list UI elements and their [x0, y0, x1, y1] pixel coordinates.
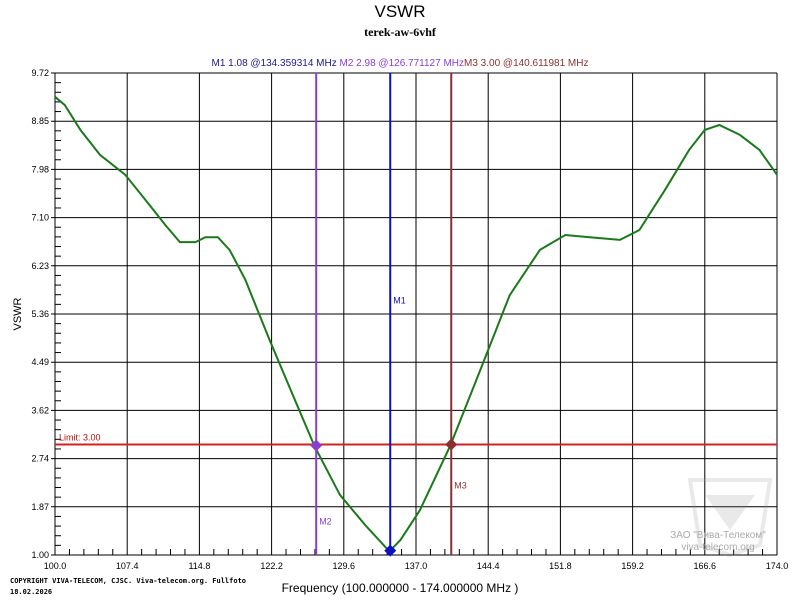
y-tick-label: 9.72	[31, 68, 49, 78]
y-tick-label: 4.49	[31, 357, 49, 367]
y-tick-label: 8.85	[31, 116, 49, 126]
y-axis-label: VSWR	[12, 297, 24, 330]
limit-line-group: Limit: 3.00	[55, 432, 777, 446]
copyright: COPYRIGHT VIVA-TELECOM, CJSC. Viva-telec…	[10, 577, 246, 585]
chart-subtitle: terek-aw-6vhf	[364, 25, 437, 39]
marker-readout-m3: M3 3.00 @140.611981 MHz	[464, 58, 588, 69]
marker-readout: M1 1.08 @134.359314 MHz M2 2.98 @126.771…	[212, 58, 589, 69]
y-tick-label: 5.36	[31, 309, 49, 319]
x-tick-label: 159.2	[621, 561, 644, 571]
limit-label: Limit: 3.00	[59, 432, 101, 442]
x-tick-label: 137.0	[405, 561, 428, 571]
x-axis-label: Frequency (100.000000 - 174.000000 MHz )	[282, 581, 519, 595]
marker-label-m2: M2	[319, 517, 332, 527]
x-tick-label: 129.6	[333, 561, 356, 571]
y-tick-label: 3.62	[31, 405, 49, 415]
x-tick-label: 114.8	[188, 561, 210, 571]
marker-label-m1: M1	[393, 295, 406, 305]
x-tick-label: 174.0	[766, 561, 789, 571]
y-tick-label: 7.10	[31, 213, 49, 223]
y-tick-label: 1.00	[31, 550, 49, 560]
x-tick-label: 122.2	[260, 561, 283, 571]
marker-point-m1	[384, 544, 397, 557]
marker-point-m3	[445, 438, 458, 451]
grid	[51, 72, 778, 556]
marker-readout-m2: M2 2.98 @126.771127 MHz	[337, 58, 464, 69]
y-tick-label: 1.87	[31, 502, 49, 512]
y-tick-label: 6.23	[31, 261, 49, 271]
markers: M1 M2 M3	[310, 73, 467, 557]
marker-readout-m1: M1 1.08 @134.359314 MHz	[212, 58, 337, 69]
marker-point-m2	[310, 439, 323, 452]
x-tick-label: 151.8	[549, 561, 572, 571]
axis-ticks: 100.0 107.4 114.8 122.2 129.6 137.0 144.4 151.8…	[31, 68, 788, 571]
x-tick-label: 144.4	[477, 561, 500, 571]
watermark-name: ЗАО "Вива-Телеком"	[670, 530, 766, 541]
date: 18.02.2026	[10, 588, 52, 596]
chart-title: VSWR	[375, 2, 426, 21]
marker-label-m3: M3	[454, 481, 467, 491]
watermark-logo	[687, 478, 773, 558]
x-tick-label: 100.0	[44, 561, 67, 571]
y-tick-label: 7.98	[31, 164, 49, 174]
watermark-url: viva-telecom.org	[681, 542, 754, 553]
y-tick-label: 2.74	[31, 454, 49, 464]
x-tick-label: 166.6	[694, 561, 717, 571]
x-tick-label: 107.4	[116, 561, 139, 571]
